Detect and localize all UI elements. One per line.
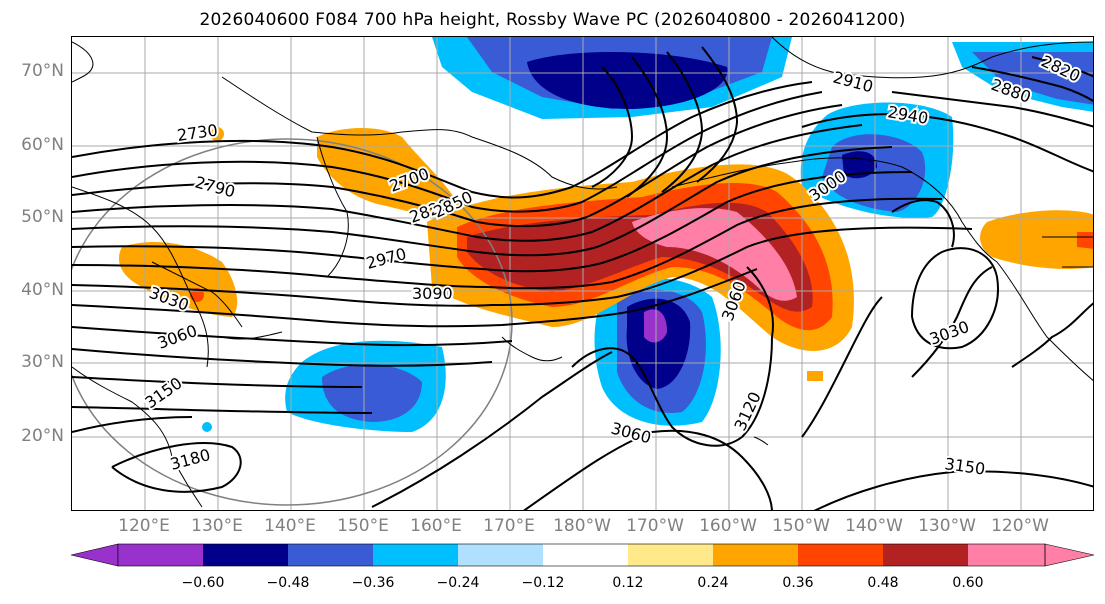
lat-label-60n: 60°N — [21, 135, 64, 155]
lon-label-160e: 160°E — [410, 516, 462, 536]
contour-label-3090: 3090 — [412, 284, 453, 303]
positive-anomaly-small — [210, 127, 224, 141]
lon-label-130e: 130°E — [191, 516, 243, 536]
lon-label-160w: 160°W — [699, 516, 757, 536]
contour-label-2910: 2910 — [831, 68, 875, 97]
height-contours — [72, 46, 1093, 510]
coastlines — [72, 37, 1093, 508]
map-canvas: 2730 2790 2700 2820 2850 2970 3090 3030 … — [72, 37, 1093, 510]
lon-label-170e: 170°E — [483, 516, 535, 536]
colorbar-tick-036: 0.36 — [782, 575, 814, 591]
colorbar-bin-1 — [118, 544, 203, 566]
contour-label-3060-west: 3060 — [155, 321, 200, 353]
colorbar-tick-neg012: −0.12 — [521, 575, 565, 591]
contour-label-3150-east: 3150 — [943, 454, 986, 478]
colorbar-bin-7 — [628, 544, 713, 566]
contour-label-3180: 3180 — [168, 445, 212, 474]
lon-label-140e: 140°E — [264, 516, 316, 536]
contour-label-3060-south: 3060 — [609, 419, 653, 448]
colorbar-bin-4 — [373, 544, 458, 566]
positive-anomaly-small-2 — [807, 371, 823, 381]
colorbar-bin-3 — [288, 544, 373, 566]
positive-anomaly-kamchatka — [317, 128, 462, 217]
lon-label-140w: 140°W — [845, 516, 903, 536]
colorbar-tick-024: 0.24 — [697, 575, 729, 591]
lon-label-150w: 150°W — [772, 516, 830, 536]
lat-label-30n: 30°N — [21, 352, 64, 372]
colorbar-tick-012: 0.12 — [612, 575, 644, 591]
colorbar-bin-6 — [543, 544, 628, 566]
colorbar — [70, 543, 1095, 567]
lat-label-70n: 70°N — [21, 61, 64, 81]
colorbar-extend-max — [1044, 543, 1095, 567]
lon-label-150e: 150°E — [337, 516, 389, 536]
lon-label-180w: 180°W — [553, 516, 611, 536]
negative-anomaly-west-mid — [322, 364, 422, 422]
contour-label-3150-west: 3150 — [141, 373, 185, 412]
lat-label-20n: 20°N — [21, 426, 64, 446]
colorbar-tick-neg024: −0.24 — [436, 575, 480, 591]
contour-label-3030-east: 3030 — [927, 317, 972, 349]
positive-anomaly-east-core — [1077, 232, 1093, 249]
colorbar-bin-11 — [968, 544, 1045, 566]
colorbar-extend-min — [70, 543, 119, 567]
colorbar-tick-060: 0.60 — [952, 575, 984, 591]
colorbar-bin-2 — [203, 544, 288, 566]
colorbar-tick-neg060: −0.60 — [181, 575, 225, 591]
colorbar-bin-10 — [883, 544, 968, 566]
contour-label-2970: 2970 — [364, 244, 408, 273]
lon-label-130w: 130°W — [918, 516, 976, 536]
colorbar-bin-9 — [798, 544, 883, 566]
colorbar-tick-048: 0.48 — [867, 575, 899, 591]
positive-anomaly-east — [980, 210, 1093, 269]
lon-label-120e: 120°E — [118, 516, 170, 536]
colorbar-tick-neg036: −0.36 — [351, 575, 395, 591]
map-title: 2026040600 F084 700 hPa height, Rossby W… — [199, 10, 906, 30]
colorbar-bin-5 — [458, 544, 543, 566]
lat-label-50n: 50°N — [21, 207, 64, 227]
region-circle — [72, 138, 513, 506]
map-panel: 2730 2790 2700 2820 2850 2970 3090 3030 … — [71, 36, 1094, 511]
colorbar-tick-neg048: −0.48 — [266, 575, 310, 591]
lon-label-170w: 170°W — [626, 516, 684, 536]
lat-label-40n: 40°N — [21, 280, 64, 300]
colorbar-bin-8 — [713, 544, 798, 566]
lon-label-120w: 120°W — [991, 516, 1049, 536]
negative-anomaly-small — [202, 422, 212, 432]
negative-anomaly-central-core — [626, 298, 691, 389]
graticule — [72, 37, 1093, 510]
positive-anomaly-japan — [118, 242, 238, 317]
contour-label-2790: 2790 — [193, 173, 237, 202]
